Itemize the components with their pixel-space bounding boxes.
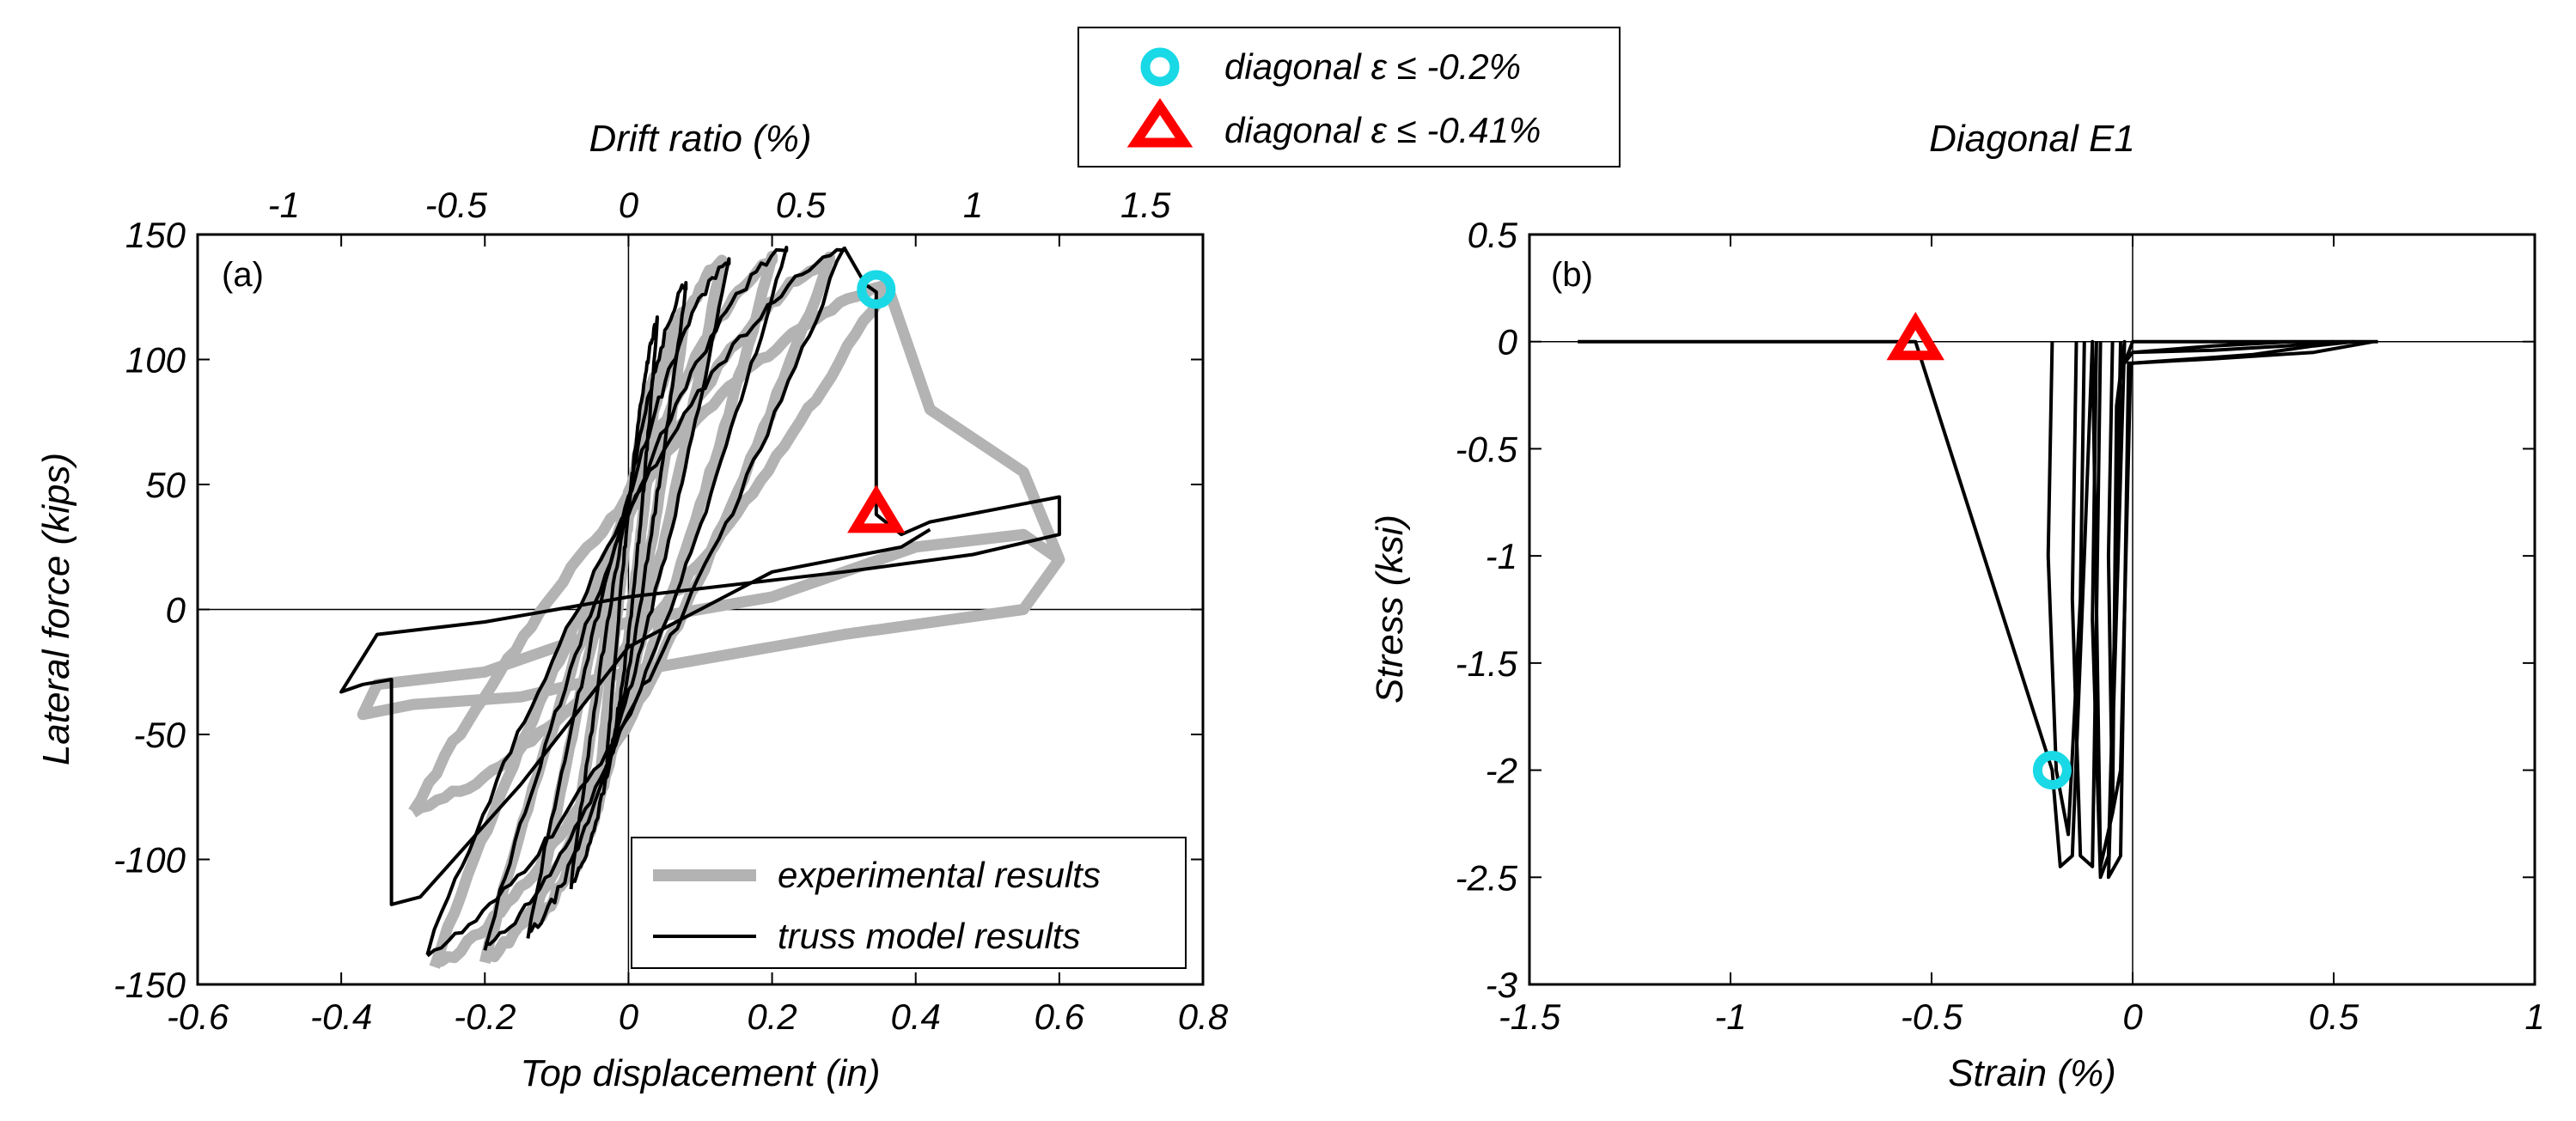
panel-a-series — [339, 246, 1065, 969]
a-x2tick-label: -0.5 — [425, 185, 488, 225]
truss-loop — [526, 257, 731, 939]
strain-stress-branch — [2091, 341, 2122, 880]
b-ytick-label: 0 — [1498, 322, 1518, 362]
b-xtick-label: -1.5 — [1499, 996, 1561, 1037]
panel-a-legend: experimental results truss model results — [631, 837, 1187, 969]
b-ytick-label: -1.5 — [1456, 643, 1518, 684]
a-xtick-label: 0.8 — [1178, 996, 1229, 1037]
panel-a-x2label: Drift ratio (%) — [589, 118, 811, 160]
strain-stress-branch — [2132, 339, 2335, 355]
legend-label-experimental: experimental results — [778, 855, 1101, 895]
a-ytick-label: 50 — [145, 465, 186, 505]
b-xtick-label: 0.5 — [2309, 996, 2359, 1037]
panel-b-xlabel: Strain (%) — [1948, 1052, 2116, 1094]
a-x2tick-label: 0.5 — [776, 185, 827, 225]
panel-a-ticks: -0.6 -0.4 -0.2 0 0.2 0.4 0.6 0.8 -150 -100 -50 0 50 1… — [113, 185, 1229, 1037]
a-x2tick-label: 0 — [619, 185, 639, 225]
b-xtick-label: -1 — [1714, 996, 1746, 1037]
strain-stress-branch — [2046, 341, 2086, 837]
panel-a-frame — [196, 233, 1205, 986]
a-x2tick-label: 1.5 — [1120, 185, 1171, 225]
panel-a-xlabel: Top displacement (in) — [520, 1052, 880, 1094]
top-legend: diagonal ε ≤ -0.2% diagonal ε ≤ -0.41% — [1077, 27, 1621, 168]
panel-b-label: (b) — [1551, 256, 1593, 294]
legend-label-truss: truss model results — [778, 916, 1080, 956]
truss-loop — [483, 246, 789, 951]
panel-b-ticks: -1.5 -1 -0.5 0 0.5 1 -3 -2.5 -2 -1.5 -1 -0.5 0 0.5 — [1456, 215, 2545, 1037]
a-xtick-label: -0.4 — [310, 996, 372, 1037]
a-ytick-label: -150 — [113, 965, 186, 1005]
panel-b-markers — [1886, 312, 2072, 790]
truss-loop — [605, 315, 659, 764]
panel-a-markers — [847, 270, 906, 533]
panel-b-circle-marker — [2032, 751, 2072, 790]
strain-stress-branch — [2106, 341, 2133, 815]
b-ytick-label: -2 — [1486, 751, 1517, 791]
legend-label-circle: diagonal ε ≤ -0.2% — [1224, 46, 1521, 87]
a-xtick-label: -0.2 — [454, 996, 516, 1037]
b-xtick-label: 1 — [2524, 996, 2544, 1037]
legend-triangle-marker — [1126, 98, 1193, 148]
panel-a-circle-marker — [857, 270, 896, 309]
b-ytick-label: -0.5 — [1456, 429, 1518, 469]
panel-b-ylabel: Stress (ksi) — [1369, 515, 1411, 704]
experimental-tail — [357, 283, 1065, 721]
legend-label-triangle: diagonal ε ≤ -0.41% — [1224, 110, 1541, 150]
strain-stress-branch — [2132, 339, 2354, 365]
a-x2tick-label: 1 — [963, 185, 983, 225]
panel-a-ylabel: Lateral force (kips) — [35, 453, 77, 765]
strain-stress-path — [1578, 339, 2378, 880]
a-ytick-label: -100 — [113, 840, 186, 880]
strain-stress-branch — [2070, 341, 2103, 868]
a-xtick-label: 0.6 — [1035, 996, 1085, 1037]
a-xtick-label: 0.2 — [747, 996, 797, 1037]
panel-b-triangle-marker — [1886, 312, 1944, 361]
panel-a: -0.6 -0.4 -0.2 0 0.2 0.4 0.6 0.8 -150 -100 -50 0 50 1… — [35, 118, 1229, 1094]
b-ytick-label: -2.5 — [1456, 857, 1518, 898]
panel-b-zero-lines — [1529, 235, 2535, 984]
panel-b-title: Diagonal E1 — [1929, 118, 2135, 160]
panel-b-frame — [1528, 233, 2536, 986]
b-ytick-label: -1 — [1486, 536, 1517, 576]
legend-circle-marker — [1140, 47, 1180, 87]
a-ytick-label: 100 — [125, 340, 186, 381]
panel-a-triangle-marker — [847, 484, 906, 533]
a-x2tick-label: -1 — [268, 185, 300, 225]
b-ytick-label: 0.5 — [1468, 215, 1518, 255]
a-ytick-label: 0 — [166, 590, 186, 631]
a-xtick-label: -0.6 — [167, 996, 229, 1037]
b-xtick-label: 0 — [2122, 996, 2143, 1037]
b-ytick-label: -3 — [1486, 965, 1517, 1005]
panel-b: -1.5 -1 -0.5 0 0.5 1 -3 -2.5 -2 -1.5 -1 -0.5 0 0.5 (b… — [1369, 118, 2545, 1094]
a-xtick-label: 0.4 — [891, 996, 941, 1037]
a-ytick-label: 150 — [125, 215, 186, 255]
panel-b-series — [1578, 339, 2378, 880]
panel-a-legend-box — [631, 837, 1187, 969]
panel-a-label: (a) — [222, 256, 264, 294]
a-ytick-label: -50 — [133, 715, 186, 755]
a-xtick-label: 0 — [619, 996, 639, 1037]
b-xtick-label: -0.5 — [1901, 996, 1963, 1037]
